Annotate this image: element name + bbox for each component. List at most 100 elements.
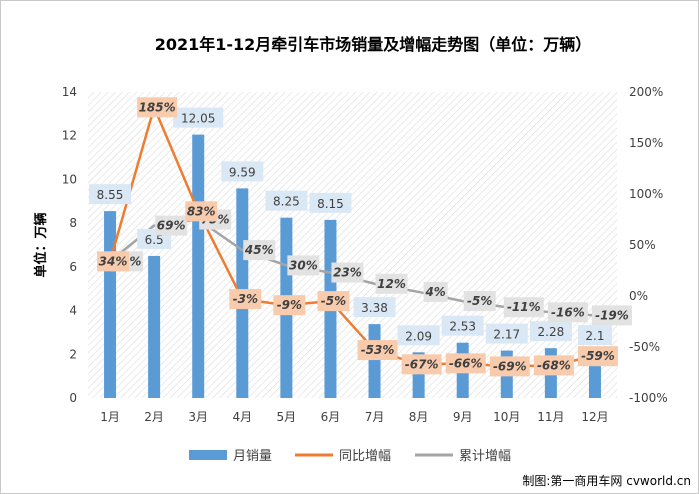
yoy-label-box [445,353,486,374]
yoy-value-label: -5% [321,294,346,308]
bar-value-label: 3.38 [361,301,388,315]
cumulative-label-box [463,291,496,312]
y-tick-label: 8 [69,216,77,230]
cumulative-label-box [331,262,364,283]
bar [192,134,205,398]
yoy-label-box [137,97,178,118]
y2-tick-label: 50% [629,238,656,252]
y-tick-label: 4 [69,304,77,318]
y-axis-label: 单位：万辆 [33,212,49,277]
y-tick-label: 2 [69,347,77,361]
cumulative-value-label: 69% [157,219,186,233]
legend-label-cumulative: 累计增幅 [459,449,511,464]
y2-tick-label: 150% [629,136,663,150]
cumulative-label-box [243,240,276,261]
bar-value-label: 2.17 [493,328,520,342]
x-tick-label: 7月 [365,410,385,424]
cumulative-value-label: -16% [551,305,585,319]
bar [368,324,381,398]
x-tick-label: 5月 [277,410,297,424]
cumulative-value-label: 23% [333,266,362,280]
bar-label-box [309,192,352,213]
x-tick-label: 2月 [144,410,164,424]
x-tick-label: 10月 [493,410,520,424]
legend-label-yoy: 同比增幅 [339,449,391,464]
y-tick-label: 10 [62,172,77,186]
yoy-label-box [357,340,398,361]
yoy-label-box [229,289,262,310]
bar-value-label: 2.53 [449,320,476,334]
cumulative-label-box [591,305,632,326]
bar-label-box [397,325,440,346]
yoy-value-label: -53% [361,343,395,357]
y2-tick-label: -50% [629,340,660,354]
yoy-label-box [533,355,574,376]
cumulative-value-label: -11% [507,300,541,314]
bar [104,211,117,398]
yoy-label-box [185,201,218,222]
y2-tick-label: 200% [629,85,663,99]
yoy-value-label: -9% [277,298,302,312]
x-tick-label: 12月 [581,410,608,424]
cumulative-label-box [287,255,320,276]
bar-value-label: 12.05 [181,112,215,126]
bar-value-label: 6.5 [145,233,164,247]
bar-value-label: 2.1 [585,329,604,343]
cumulative-label-box [375,273,408,294]
bar-value-label: 8.55 [97,188,124,202]
bar-label-box [441,315,484,336]
yoy-label-box [489,356,530,377]
yoy-label-box [97,251,130,272]
bar-value-label: 2.09 [405,329,432,343]
y-tick-label: 14 [62,85,77,99]
y2-tick-label: -100% [629,391,668,405]
cumulative-value-label: -19% [595,308,629,322]
yoy-value-label: -59% [581,349,615,363]
bar-label-box [529,321,572,342]
bar-value-label: 2.28 [538,325,565,339]
source-note: 制图:第一商用车网 cvworld.cn [522,473,691,488]
cumulative-label-box [547,302,588,323]
plot-area [88,92,617,398]
bar-value-label: 9.59 [229,165,256,179]
y2-tick-label: 0% [629,289,648,303]
yoy-label-box [273,295,306,316]
bar-label-box [353,297,396,318]
cumulative-value-label: -5% [467,294,492,308]
bar-value-label: 8.25 [273,195,300,209]
x-tick-label: 9月 [453,410,473,424]
cumulative-label-box [423,281,448,302]
yoy-value-label: -66% [449,356,483,370]
bar-label-box [485,323,528,344]
x-tick-label: 11月 [537,410,564,424]
cumulative-value-label: 12% [377,277,406,291]
bar [148,255,161,398]
y-tick-label: 6 [69,260,77,274]
yoy-value-label: 34% [99,254,128,268]
bar-label-box [221,161,264,182]
bar-value-label: 8.15 [317,197,344,211]
cumulative-value-label: 30% [289,258,318,272]
yoy-value-label: -3% [233,292,258,306]
x-tick-label: 6月 [321,410,341,424]
chart-title: 2021年1-12月牵引车市场销量及增幅走势图（单位：万辆） [155,35,592,54]
yoy-value-label: 185% [139,100,176,114]
yoy-label-box [577,346,618,367]
cumulative-value-label: 45% [244,243,274,257]
bar-label-box [265,190,308,211]
x-tick-label: 3月 [188,410,208,424]
yoy-value-label: -68% [537,358,571,372]
x-tick-label: 1月 [100,410,120,424]
y-tick-label: 0 [69,391,77,405]
cumulative-label-box [155,215,188,236]
cumulative-label-box [503,297,544,318]
x-tick-label: 4月 [232,410,252,424]
legend-label-monthly: 月销量 [233,449,272,464]
yoy-value-label: 83% [187,204,216,218]
yoy-value-label: -69% [493,359,527,373]
yoy-value-label: -67% [405,357,439,371]
bar-label-box [173,107,224,128]
bar-label-box [577,325,612,346]
